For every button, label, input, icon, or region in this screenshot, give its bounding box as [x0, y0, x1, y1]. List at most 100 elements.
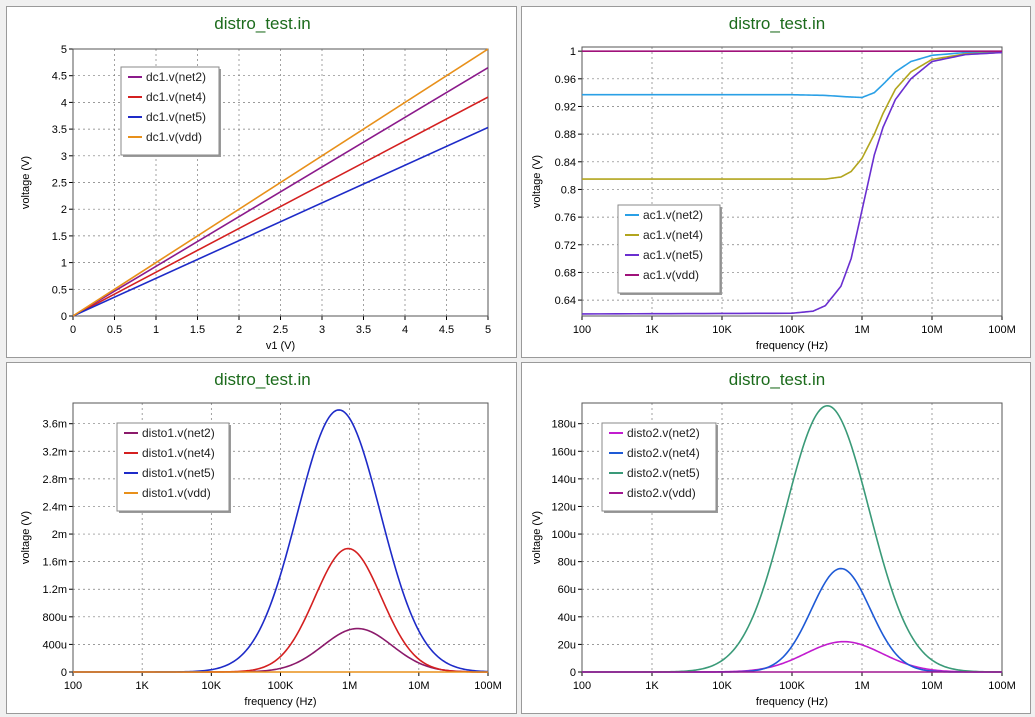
x-axis-label: frequency (Hz): [756, 340, 828, 352]
x-tick-label: 100K: [779, 324, 805, 336]
x-tick-label: 5: [485, 324, 491, 336]
chart-title: distro_test.in: [214, 14, 310, 33]
legend-entry: disto2.v(net2): [627, 426, 700, 440]
x-tick-label: 1K: [645, 324, 659, 336]
x-tick-label: 100: [573, 324, 591, 336]
legend-entry: ac1.v(net5): [643, 248, 703, 262]
legend-entry: dc1.v(net2): [146, 70, 206, 84]
x-tick-label: 10K: [202, 680, 222, 692]
disto1-chart: distro_test.in 100 1K 10K 100K 1M 10M 100M 0 400u…: [20, 370, 502, 708]
x-tick-label: 100: [573, 680, 591, 692]
x-tick-label: 100M: [988, 324, 1016, 336]
y-tick-label: 4.5: [52, 71, 67, 83]
y-tick-label: 2.4m: [43, 501, 67, 513]
legend-entry: disto1.v(net4): [142, 446, 215, 460]
legend-entry: dc1.v(net4): [146, 90, 206, 104]
y-tick-label: 80u: [558, 557, 576, 569]
x-tick-label: 0: [70, 324, 76, 336]
x-tick-label: 0.5: [107, 324, 122, 336]
y-tick-label: 0.8: [561, 184, 576, 196]
y-tick-label: 60u: [558, 584, 576, 596]
x-tick-label: 100K: [268, 680, 294, 692]
y-tick-label: 160u: [552, 446, 576, 458]
y-tick-label: 0.88: [555, 129, 576, 141]
x-tick-label: 10M: [921, 680, 942, 692]
legend-entry: disto1.v(net5): [142, 466, 215, 480]
chart-panel-dc-sweep: distro_test.in 0 0.5 1 1.5 2 2.5 3 3.5 4 4.5 5 0 0.5 1…: [6, 6, 517, 358]
legend-entry: disto2.v(vdd): [627, 486, 696, 500]
chart-panel-disto1: distro_test.in 100 1K 10K 100K 1M 10M 100M 0 400u…: [6, 362, 517, 714]
series-line-4: [73, 48, 488, 317]
y-tick-label: 5: [61, 44, 67, 56]
chart-panel-disto2: distro_test.in 100 1K 10K 100K 1M 10M 100M 0 20u 4…: [521, 362, 1031, 714]
y-tick-label: 0.64: [555, 295, 576, 307]
x-tick-label: 2.5: [273, 324, 288, 336]
y-tick-label: 40u: [558, 612, 576, 624]
y-tick-label: 120u: [552, 501, 576, 513]
x-tick-label: 1M: [342, 680, 357, 692]
y-tick-label: 20u: [558, 639, 576, 651]
legend: ac1.v(net2) ac1.v(net4) ac1.v(net5) ac1.v(v…: [617, 204, 722, 295]
legend-entry: dc1.v(net5): [146, 110, 206, 124]
y-axis-label: voltage (V): [20, 156, 32, 209]
chart-title: distro_test.in: [729, 370, 825, 389]
x-tick-label: 1M: [854, 324, 869, 336]
ac-response-chart: distro_test.in 100 1K 10K 100K 1M 10M 100M 0.64 0…: [531, 14, 1016, 352]
y-tick-label: 100u: [552, 529, 576, 541]
y-tick-label: 0.76: [555, 212, 576, 224]
y-tick-label: 4: [61, 97, 67, 109]
y-tick-label: 800u: [43, 612, 67, 624]
legend-entry: dc1.v(vdd): [146, 130, 202, 144]
legend-box: [617, 204, 721, 294]
x-tick-label: 4.5: [439, 324, 454, 336]
x-tick-label: 100M: [474, 680, 502, 692]
legend-entry: disto2.v(net4): [627, 446, 700, 460]
plot-frame: [72, 48, 489, 317]
y-tick-label: 0.84: [555, 157, 576, 169]
x-tick-label: 100K: [779, 680, 805, 692]
chart-panel-ac: distro_test.in 100 1K 10K 100K 1M 10M 100M 0.64 0…: [521, 6, 1031, 358]
x-tick-label: 100M: [988, 680, 1016, 692]
x-tick-label: 10M: [408, 680, 429, 692]
y-tick-label: 0: [61, 667, 67, 679]
y-tick-label: 0.92: [555, 101, 576, 113]
legend-entry: ac1.v(vdd): [643, 268, 699, 282]
legend: dc1.v(net2) dc1.v(net4) dc1.v(net5) dc1.v(v…: [120, 66, 221, 157]
legend-entry: disto1.v(vdd): [142, 486, 211, 500]
y-tick-label: 1.2m: [43, 584, 67, 596]
y-tick-label: 1.6m: [43, 557, 67, 569]
series-line-1: [73, 67, 488, 317]
x-tick-label: 1M: [854, 680, 869, 692]
series-line-3: [582, 51, 1002, 315]
x-tick-label: 1K: [135, 680, 149, 692]
x-axis-label: frequency (Hz): [756, 696, 828, 708]
series-line-1: [582, 51, 1002, 99]
y-tick-label: 140u: [552, 474, 576, 486]
y-tick-label: 1: [570, 46, 576, 58]
x-tick-label: 1: [153, 324, 159, 336]
x-tick-label: 10K: [712, 680, 732, 692]
x-tick-label: 100: [64, 680, 82, 692]
y-tick-label: 1: [61, 258, 67, 270]
legend: disto1.v(net2) disto1.v(net4) disto1.v(net…: [116, 422, 231, 513]
x-tick-label: 2: [236, 324, 242, 336]
y-tick-label: 0.72: [555, 240, 576, 252]
y-tick-label: 3: [61, 151, 67, 163]
y-axis-label: voltage (V): [531, 155, 543, 208]
y-axis-label: voltage (V): [20, 511, 32, 564]
y-tick-label: 2.5: [52, 178, 67, 190]
y-tick-label: 180u: [552, 419, 576, 431]
legend-entry: disto1.v(net2): [142, 426, 215, 440]
x-tick-label: 10M: [921, 324, 942, 336]
series-line-3: [73, 126, 488, 317]
legend-box: [120, 66, 220, 156]
dc-sweep-chart: distro_test.in 0 0.5 1 1.5 2 2.5 3 3.5 4 4.5 5 0 0.5 1…: [20, 14, 491, 352]
y-tick-label: 3.2m: [43, 446, 67, 458]
series-line-2: [582, 51, 1002, 180]
x-tick-label: 10K: [712, 324, 732, 336]
y-tick-label: 400u: [43, 639, 67, 651]
plot-frame: [581, 46, 1003, 317]
legend-box: [601, 422, 717, 512]
x-tick-label: 1.5: [190, 324, 205, 336]
y-tick-label: 0.96: [555, 74, 576, 86]
